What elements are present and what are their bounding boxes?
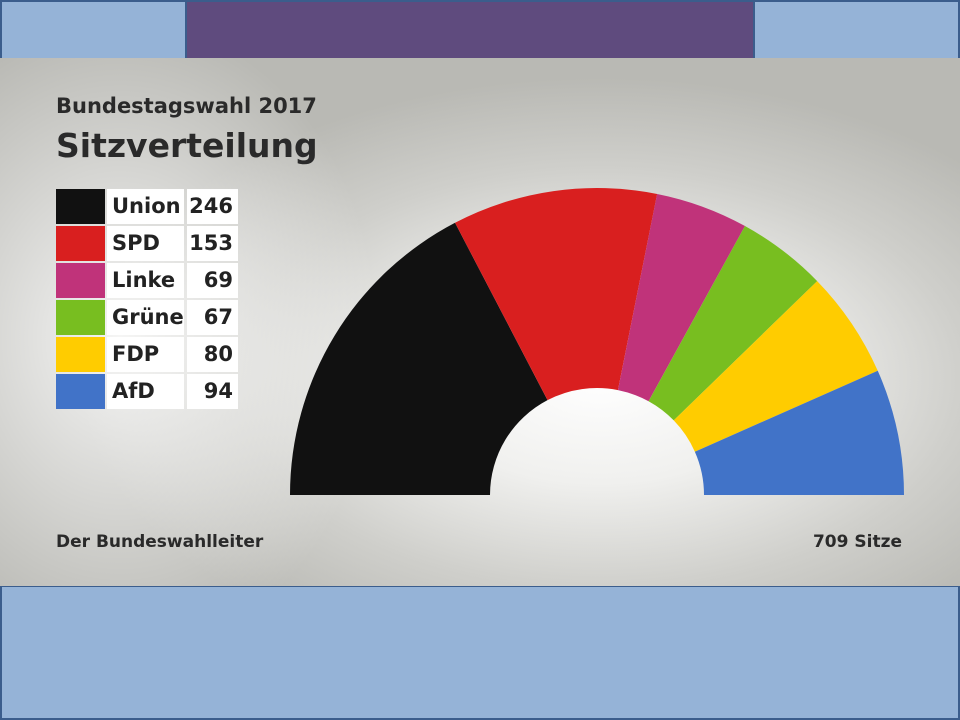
legend-label: Linke — [107, 263, 184, 298]
legend-swatch — [56, 263, 105, 298]
legend-swatch — [56, 337, 105, 372]
legend-swatch — [56, 300, 105, 335]
seat-segment-spd — [455, 187, 658, 401]
legend-label: AfD — [107, 374, 184, 409]
legend-swatch — [56, 226, 105, 261]
seat-segment-fdp — [673, 281, 878, 452]
source-label: Der Bundeswahlleiter — [56, 532, 264, 552]
seat-distribution-chart — [290, 187, 904, 495]
chart-subtitle: Bundestagswahl 2017 — [56, 94, 317, 118]
chart-panel: Bundestagswahl 2017 Sitzverteilung Union… — [0, 58, 960, 586]
legend-label: FDP — [107, 337, 184, 372]
legend-label: Union — [107, 189, 184, 224]
chart-title: Sitzverteilung — [56, 126, 318, 165]
footer-block — [0, 585, 960, 720]
legend-label: Grüne — [107, 300, 184, 335]
header-right-block — [753, 0, 960, 60]
legend-value: 153 — [187, 226, 238, 261]
header-left-block — [0, 0, 187, 60]
seat-segment-union — [290, 222, 548, 495]
seat-segment-linke — [617, 193, 745, 402]
legend-value: 67 — [187, 300, 238, 335]
legend-value: 80 — [187, 337, 238, 372]
legend-value: 246 — [187, 189, 238, 224]
seat-segment-afd — [694, 370, 904, 495]
total-seats-label: 709 Sitze — [812, 532, 902, 552]
header-center-block — [185, 0, 755, 60]
legend-swatch — [56, 374, 105, 409]
legend-swatch — [56, 189, 105, 224]
legend-label: SPD — [107, 226, 184, 261]
legend-value: 94 — [187, 374, 238, 409]
legend-value: 69 — [187, 263, 238, 298]
seat-segment-grne — [648, 226, 818, 421]
